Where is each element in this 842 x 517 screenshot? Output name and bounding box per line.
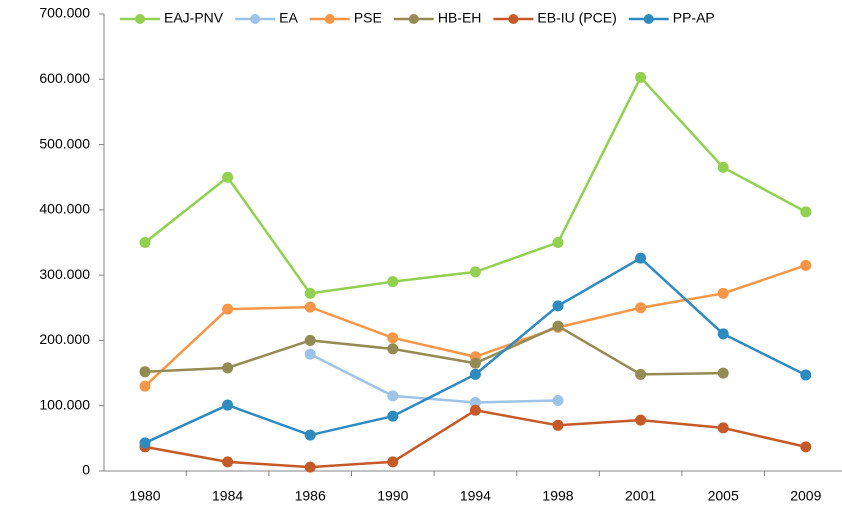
data-point xyxy=(552,419,564,431)
data-point xyxy=(552,300,564,312)
data-point xyxy=(139,237,151,248)
x-tick-label: 1980 xyxy=(129,488,160,504)
data-point xyxy=(635,302,647,314)
data-point xyxy=(387,343,399,355)
x-tick-label: 1990 xyxy=(377,488,408,504)
y-tick-label: 500.000 xyxy=(39,135,90,151)
y-tick-label: 700.000 xyxy=(39,5,90,21)
data-point xyxy=(387,390,399,402)
data-point xyxy=(635,368,647,380)
legend-label: HB-EH xyxy=(438,10,482,26)
data-point xyxy=(800,206,812,218)
data-point xyxy=(222,399,234,411)
legend-marker xyxy=(408,14,419,24)
data-point xyxy=(469,404,481,416)
legend-label: EB-IU (PCE) xyxy=(537,10,616,26)
legend-label: PP-AP xyxy=(673,10,715,26)
x-tick-label: 1984 xyxy=(212,488,243,504)
data-point xyxy=(387,410,399,422)
data-point xyxy=(717,367,729,379)
data-point xyxy=(552,394,564,406)
series-line xyxy=(144,76,807,295)
data-point xyxy=(717,161,729,173)
data-point xyxy=(139,366,151,378)
data-point xyxy=(800,259,812,271)
data-point xyxy=(387,332,399,344)
y-tick-label: 400.000 xyxy=(39,201,90,217)
y-tick-label: 0 xyxy=(82,462,90,478)
x-tick-label: 1998 xyxy=(542,488,573,504)
data-point xyxy=(387,276,399,288)
data-point xyxy=(304,287,316,299)
legend-marker xyxy=(324,14,335,24)
y-tick-label: 300.000 xyxy=(39,266,90,282)
x-tick-label: 2001 xyxy=(625,488,656,504)
legend-marker xyxy=(508,14,519,24)
series-line xyxy=(144,409,807,469)
x-tick-label: 1994 xyxy=(460,488,491,504)
data-point xyxy=(469,266,481,278)
x-tick-label: 1986 xyxy=(295,488,326,504)
y-tick-label: 100.000 xyxy=(39,396,90,412)
data-point xyxy=(222,303,234,315)
data-point xyxy=(717,422,729,434)
legend-marker xyxy=(250,14,261,24)
data-point xyxy=(469,368,481,380)
x-tick-label: 2005 xyxy=(708,488,739,504)
legend-label: EAJ-PNV xyxy=(164,10,224,26)
data-point xyxy=(717,287,729,299)
data-point xyxy=(304,461,316,473)
data-point xyxy=(635,252,647,264)
data-point xyxy=(139,380,151,392)
x-tick-label: 2009 xyxy=(790,488,821,504)
data-point xyxy=(552,237,564,248)
data-point xyxy=(304,429,316,441)
data-point xyxy=(635,71,647,83)
data-point xyxy=(552,320,564,332)
data-point xyxy=(304,334,316,346)
legend-label: PSE xyxy=(354,10,382,26)
data-point xyxy=(469,357,481,369)
series-line xyxy=(309,353,559,404)
legend-marker xyxy=(643,14,654,24)
data-point xyxy=(222,456,234,468)
data-point xyxy=(304,348,316,360)
data-point xyxy=(717,328,729,340)
y-tick-label: 600.000 xyxy=(39,70,90,86)
data-point xyxy=(635,414,647,426)
data-point xyxy=(222,171,234,183)
data-point xyxy=(469,396,481,408)
data-point xyxy=(222,362,234,374)
legend-label: EA xyxy=(279,10,298,26)
data-point xyxy=(387,456,399,468)
series-line xyxy=(144,324,724,376)
data-point xyxy=(139,437,151,449)
data-point xyxy=(800,441,812,453)
data-point xyxy=(800,369,812,381)
data-point xyxy=(304,301,316,313)
legend-marker xyxy=(135,14,145,24)
y-tick-label: 200.000 xyxy=(39,331,90,347)
